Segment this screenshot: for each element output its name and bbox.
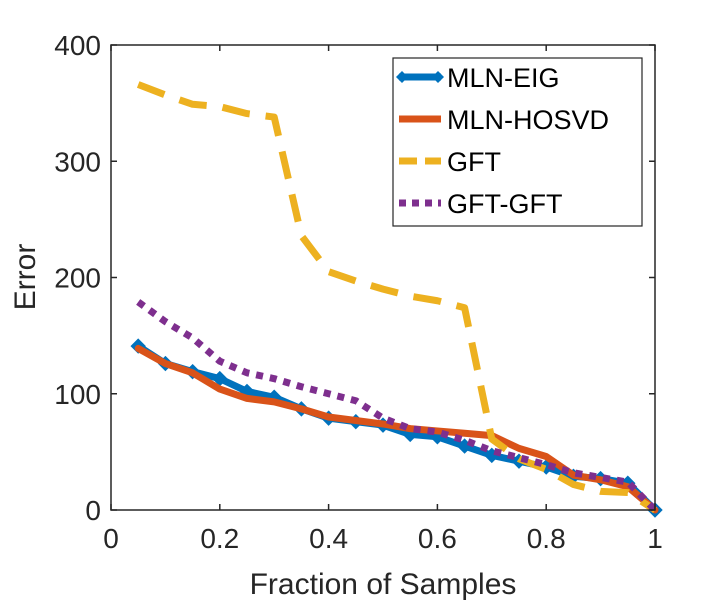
- y-tick-label: 100: [54, 379, 101, 410]
- x-axis: 0 0.2 0.4 0.6 0.8 1: [103, 45, 663, 554]
- x-tick-label: 0.2: [200, 523, 239, 554]
- legend-box: [392, 57, 643, 227]
- legend-label: GFT-GFT: [447, 189, 562, 219]
- legend: MLN-EIG MLN-HOSVD GFT GFT-GFT: [392, 57, 643, 227]
- x-tick-label: 0.6: [418, 523, 457, 554]
- legend-marker: [432, 71, 444, 83]
- y-tick-label: 200: [54, 263, 101, 294]
- x-tick-label: 0.4: [309, 523, 348, 554]
- x-tick-label: 0: [103, 523, 119, 554]
- x-axis-title: Fraction of Samples: [250, 568, 517, 601]
- x-tick-label: 0.8: [527, 523, 566, 554]
- series-line-gft: [136, 81, 657, 513]
- legend-marker: [396, 71, 408, 83]
- legend-label: MLN-HOSVD: [447, 105, 609, 135]
- plot-series-group: [130, 81, 663, 518]
- y-axis-title: Error: [9, 244, 42, 311]
- y-tick-label: 0: [85, 495, 101, 526]
- y-tick-label: 300: [54, 146, 101, 177]
- y-axis: 0 100 200 300 400: [54, 30, 655, 526]
- x-tick-label: 1: [647, 523, 663, 554]
- legend-label: MLN-EIG: [447, 63, 560, 93]
- y-tick-label: 400: [54, 30, 101, 61]
- legend-label: GFT: [447, 147, 501, 177]
- series-line-mln-hosvd: [134, 344, 659, 514]
